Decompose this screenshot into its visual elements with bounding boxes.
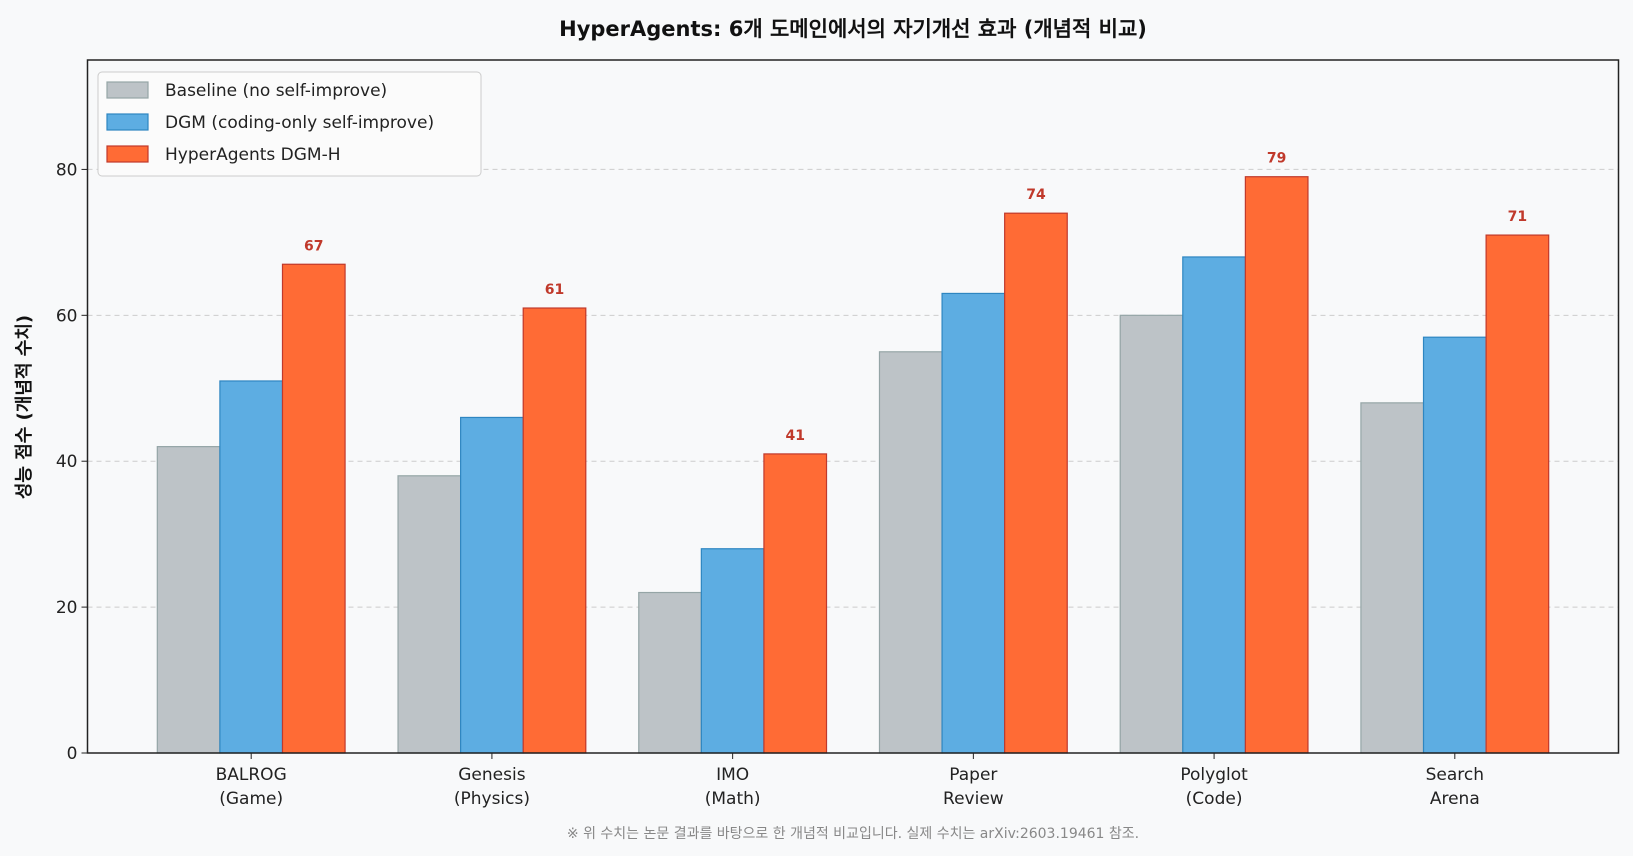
x-tick-label: Search Arena: [1426, 765, 1484, 809]
x-tick-label: IMO (Math): [705, 765, 761, 809]
chart-title: HyperAgents: 6개 도메인에서의 자기개선 효과 (개념적 비교): [559, 17, 1147, 41]
x-tick-label: BALROG (Game): [216, 765, 287, 809]
bar-2: [1244, 176, 1309, 754]
data-label: 67: [304, 238, 323, 254]
y-tick-label: 0: [67, 744, 78, 764]
legend-label: DGM (coding-only self-improve): [165, 113, 434, 133]
bar-1: [1182, 256, 1246, 754]
y-tick-label: 60: [56, 306, 78, 326]
y-tick-label: 20: [56, 598, 78, 618]
x-tick-label: Genesis (Physics): [454, 765, 530, 809]
bar-1: [460, 416, 524, 754]
legend-swatch: [106, 145, 149, 163]
bar-1: [700, 548, 765, 754]
data-label: 61: [545, 282, 564, 298]
legend-swatch: [106, 81, 149, 99]
bar-0: [1119, 314, 1184, 754]
plot-frame: [86, 59, 1620, 754]
y-axis-label: 성능 점수 (개념적 수치): [14, 315, 35, 499]
bar-2: [1004, 212, 1068, 754]
data-label: 71: [1508, 209, 1527, 225]
footnote: ※ 위 수치는 논문 결과를 바탕으로 한 개념적 비교입니다. 실제 수치는 …: [567, 826, 1139, 842]
legend-box: [97, 71, 482, 177]
bar-2: [522, 307, 587, 754]
x-tick-label: Polyglot (Code): [1180, 765, 1248, 809]
x-tick-label: Paper Review: [943, 765, 1004, 809]
bar-0: [156, 446, 221, 754]
bar-1: [941, 292, 1006, 754]
bar-0: [1360, 402, 1425, 754]
bar-2: [281, 263, 346, 754]
legend-swatch: [106, 113, 149, 131]
y-tick-label: 80: [56, 160, 78, 180]
data-label: 41: [785, 428, 804, 444]
bar-2: [763, 453, 828, 754]
bar-1: [1422, 336, 1487, 754]
legend-label: HyperAgents DGM-H: [165, 145, 341, 165]
bar-2: [1485, 234, 1550, 754]
legend: Baseline (no self-improve) DGM (coding-on…: [97, 71, 482, 177]
data-label: 79: [1267, 151, 1286, 167]
legend-label: Baseline (no self-improve): [165, 81, 387, 101]
bar-0: [878, 351, 943, 754]
bar-0: [397, 475, 462, 754]
bar-0: [638, 591, 702, 754]
y-tick-label: 40: [56, 452, 78, 472]
data-label: 74: [1026, 187, 1046, 203]
bar-1: [219, 380, 284, 754]
